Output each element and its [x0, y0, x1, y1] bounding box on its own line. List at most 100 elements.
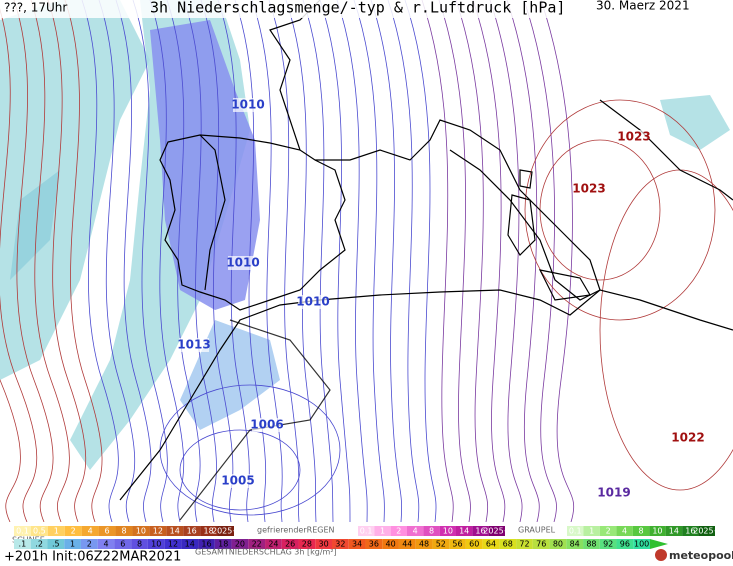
legend-swatch — [64, 526, 82, 536]
isobar — [115, 0, 152, 523]
label-bg — [574, 182, 604, 196]
legend-step: 28 — [302, 540, 312, 549]
legend-step: 22 — [252, 540, 262, 549]
isobar — [472, 0, 506, 523]
legend-step: 6 — [105, 527, 110, 536]
legend-swatch — [114, 539, 132, 549]
isobar — [30, 0, 70, 523]
legend-step: 32 — [335, 540, 345, 549]
legend-step: 14 — [669, 527, 679, 536]
isobar — [523, 0, 557, 523]
legend-swatch — [166, 526, 184, 536]
legend-swatch — [566, 539, 584, 549]
legend-swatch — [472, 526, 489, 536]
legend-step: 1 — [70, 540, 75, 549]
isobar — [336, 0, 368, 523]
legend-step: 1 — [54, 527, 59, 536]
legend-step: 84 — [570, 540, 580, 549]
isobar — [540, 0, 575, 523]
legend-step: 10 — [652, 527, 662, 536]
legend-swatch — [599, 539, 617, 549]
isobar — [166, 0, 201, 523]
label-bg — [228, 256, 258, 270]
isobar — [370, 0, 403, 523]
legend-swatch — [164, 539, 182, 549]
footer-init: +201h Init:06Z22MAR2021 — [4, 550, 181, 565]
isobar-label: 1006 — [250, 418, 283, 432]
legend-swatch — [97, 539, 115, 549]
isobar-label: 1023 — [617, 130, 650, 144]
legend-swatch — [98, 526, 116, 536]
legend-swatch — [47, 539, 65, 549]
legend-swatch — [200, 526, 218, 536]
isobar — [47, 0, 87, 523]
legend-step: 0.1 — [16, 527, 29, 536]
legend-step: .5 — [52, 540, 60, 549]
legend-step: 14 — [170, 527, 180, 536]
legend-step: 24 — [268, 540, 278, 549]
isobar — [98, 0, 136, 523]
legend-step: 4 — [104, 540, 109, 549]
legend-step: 8 — [638, 527, 643, 536]
legend-swatch — [698, 526, 715, 536]
isobar — [183, 0, 217, 523]
legend-step: 16 — [475, 527, 485, 536]
label-bg — [298, 295, 328, 309]
legend-step: 34 — [352, 540, 362, 549]
legend-swatch — [198, 539, 215, 549]
legend-step: 18 — [218, 540, 228, 549]
legend-swatch — [315, 539, 332, 549]
legend-swatch — [532, 539, 550, 549]
legend-step: 2025+ — [483, 527, 510, 536]
legend-step: 14 — [185, 540, 195, 549]
legend-step: 0.1 — [360, 527, 373, 536]
legend-step: 2025+ — [693, 527, 720, 536]
legend-arrow — [650, 539, 668, 549]
isobar — [421, 0, 454, 523]
isobar — [13, 0, 54, 523]
header-title: 3h Niederschlagsmenge/-typ & r.Luftdruck… — [150, 0, 565, 17]
legend-swatch — [632, 526, 650, 536]
isobar — [506, 0, 540, 523]
legend-step: 30 — [319, 540, 329, 549]
isobar — [353, 0, 385, 523]
isobar — [200, 0, 234, 523]
coastlines — [119, 0, 733, 521]
legend-step: 16 — [685, 527, 695, 536]
legend-title: gefrierenderREGEN — [257, 526, 335, 535]
legend-swatch — [599, 526, 617, 536]
legend-step: 64 — [486, 540, 496, 549]
legend-step: 44 — [402, 540, 412, 549]
isobar — [302, 0, 334, 523]
isobar — [268, 0, 300, 523]
legend-step: .1 — [19, 540, 27, 549]
legend-swatch — [64, 539, 81, 549]
header-band — [0, 0, 733, 18]
legend-swatch — [583, 526, 600, 536]
legend-step: 12 — [153, 527, 163, 536]
legend-step: 100 — [634, 540, 649, 549]
legend-title: GESAMTNIEDERSCHLAG 3h [kg/m²] — [195, 548, 337, 557]
label-bg — [252, 418, 282, 432]
legend-swatch — [567, 526, 584, 536]
isobar — [319, 0, 351, 523]
legend-swatch — [14, 526, 31, 536]
brand-logo — [655, 549, 667, 561]
legend-step: 72 — [519, 540, 529, 549]
legend-swatch — [682, 526, 699, 536]
legend-step: 0.5 — [33, 527, 46, 536]
label-bg — [673, 431, 703, 445]
legend-step: 12 — [168, 540, 178, 549]
isobar — [179, 429, 301, 511]
legend-step: 40 — [385, 540, 395, 549]
isobar — [404, 0, 437, 523]
legend-swatch — [30, 526, 48, 536]
legend-step: 20 — [235, 540, 245, 549]
legend-step: 2 — [396, 527, 401, 536]
legend-step: 8 — [137, 540, 142, 549]
legend-step: 4 — [88, 527, 93, 536]
legend-step: 2 — [87, 540, 92, 549]
isobar — [455, 0, 489, 523]
header-date: 30. Maerz 2021 — [596, 0, 690, 13]
